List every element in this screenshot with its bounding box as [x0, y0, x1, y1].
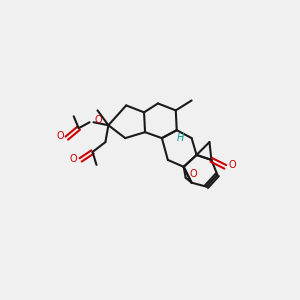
Text: O: O — [70, 154, 77, 164]
Text: O: O — [95, 115, 102, 125]
Text: H: H — [177, 133, 184, 143]
Text: O: O — [190, 169, 197, 179]
Text: O: O — [228, 160, 236, 170]
Text: O: O — [56, 131, 64, 141]
